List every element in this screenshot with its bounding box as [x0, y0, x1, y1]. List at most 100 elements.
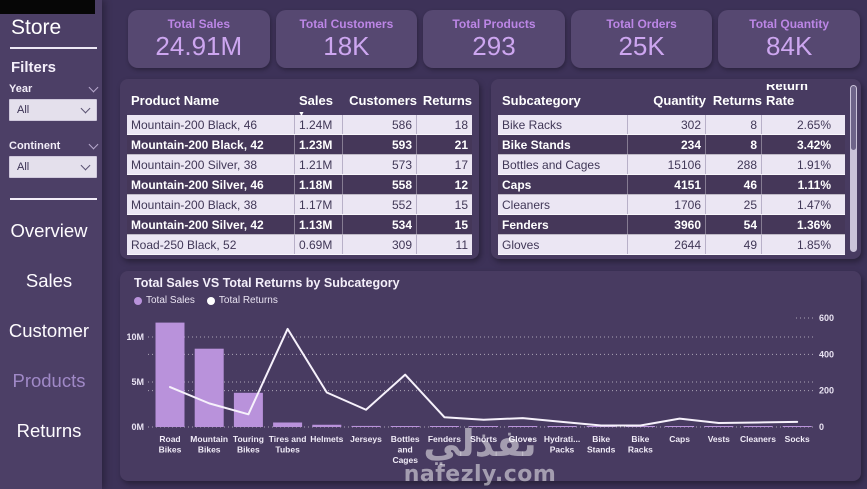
sidebar-item-sales[interactable]: Sales [25, 270, 73, 291]
bar-vests[interactable] [704, 426, 734, 427]
table-cell: 586 [343, 115, 417, 134]
table-row[interactable]: Bike Racks 302 8 2.65% [498, 115, 845, 135]
kpi-title: Total Sales [167, 17, 231, 31]
column-header-quantity[interactable]: Quantity [628, 84, 706, 110]
table-cell: 4151 [628, 175, 706, 194]
bar-fenders[interactable] [429, 426, 459, 427]
kpi-card-total-sales[interactable]: Total Sales 24.91M [128, 10, 270, 68]
legend-item-total-returns[interactable]: Total Returns [206, 295, 278, 306]
x-axis-label-jerseys: Jerseys [350, 434, 382, 444]
sidebar-item-customer[interactable]: Customer [8, 320, 90, 341]
table-cell: 558 [343, 175, 417, 194]
column-header-subcategory[interactable]: Subcategory [498, 84, 628, 110]
table-row[interactable]: Mountain-200 Black, 42 1.23M 593 21 [127, 135, 472, 155]
table-row[interactable]: Road-250 Black, 52 0.69M 309 11 [127, 235, 472, 255]
column-header-product-name[interactable]: Product Name [127, 84, 295, 110]
column-header-label: Return Rate [766, 84, 808, 108]
table-cell: 534 [343, 215, 417, 234]
scrollbar-track[interactable] [850, 85, 857, 252]
continent-filter-dropdown[interactable]: All [9, 156, 97, 178]
table-row[interactable]: Bottles and Cages 15106 288 1.91% [498, 155, 845, 175]
table-cell: 1.21M [295, 155, 343, 174]
chart-legend: Total Sales Total Returns [134, 295, 278, 306]
x-axis-label-bottles-and-cages: Bottles and Cages [391, 434, 420, 465]
table-row[interactable]: Mountain-200 Black, 46 1.24M 586 18 [127, 115, 472, 135]
total-sales-dot-icon [134, 296, 142, 305]
table-cell: 15 [454, 197, 468, 212]
table-row[interactable]: Mountain-200 Silver, 46 1.18M 558 12 [127, 175, 472, 195]
table-row[interactable]: Bike Stands 234 8 3.42% [498, 135, 845, 155]
bar-cleaners[interactable] [743, 426, 773, 427]
table-cell: 25 [706, 195, 762, 214]
column-header-return-rate[interactable]: Return Rate [762, 84, 835, 110]
bar-mountain-bikes[interactable] [194, 348, 224, 427]
kpi-value: 24.91M [155, 31, 243, 61]
column-header-customers[interactable]: Customers [343, 84, 417, 110]
bar-jerseys[interactable] [351, 425, 381, 427]
table-cell: 234 [628, 135, 706, 154]
x-axis-label-tires-and-tubes: Tires and Tubes [269, 434, 307, 455]
year-filter-dropdown[interactable]: All [9, 99, 97, 121]
x-axis-label-bike-racks: Bike Racks [628, 434, 653, 455]
table-cell: Caps [498, 175, 628, 194]
x-axis-label-caps: Caps [669, 434, 690, 444]
bar-hydration-packs[interactable] [547, 426, 577, 427]
kpi-card-total-orders[interactable]: Total Orders 25K [570, 10, 713, 68]
table-cell: 17 [454, 157, 468, 172]
x-axis-label-cleaners: Cleaners [740, 434, 776, 444]
kpi-title: Total Customers [299, 17, 394, 31]
kpi-title: Total Products [452, 17, 536, 31]
table-cell: Bike Stands [498, 135, 628, 154]
table-row[interactable]: Caps 4151 46 1.11% [498, 175, 845, 195]
column-header-label: Quantity [653, 93, 706, 108]
legend-item-total-sales[interactable]: Total Sales [134, 295, 195, 306]
column-header-returns[interactable]: Returns [706, 84, 762, 110]
table-cell: 1.24M [295, 115, 343, 134]
bar-caps[interactable] [665, 426, 695, 427]
bar-road-bikes[interactable] [155, 322, 185, 427]
table-row[interactable]: Mountain-200 Silver, 38 1.21M 573 17 [127, 155, 472, 175]
table-cell: Mountain-200 Silver, 46 [127, 175, 295, 194]
table-row[interactable]: Gloves 2644 49 1.85% [498, 235, 845, 255]
kpi-value: 18K [323, 31, 370, 61]
table-row[interactable]: Mountain-200 Black, 38 1.17M 552 15 [127, 195, 472, 215]
table-cell: 1.85% [796, 237, 831, 252]
table-cell: Fenders [498, 215, 628, 234]
kpi-card-total-quantity[interactable]: Total Quantity 84K [718, 10, 860, 68]
x-axis-label-road-bikes: Road Bikes [159, 434, 182, 455]
sidebar-item-returns[interactable]: Returns [16, 420, 82, 441]
table-row[interactable]: Mountain-200 Silver, 42 1.13M 534 15 [127, 215, 472, 235]
collapse-chevron-icon[interactable] [88, 139, 99, 149]
table-cell: 2644 [628, 235, 706, 254]
sidebar-item-products[interactable]: Products [12, 370, 86, 391]
bar-touring-bikes[interactable] [233, 392, 263, 427]
bar-shorts[interactable] [469, 426, 499, 427]
table-cell: 54 [706, 215, 762, 234]
year-filter-value: All [17, 104, 30, 116]
table-cell: 3960 [628, 215, 706, 234]
collapse-chevron-icon[interactable] [88, 82, 99, 92]
column-header-label: Subcategory [502, 93, 581, 108]
column-header-label: Product Name [131, 93, 220, 108]
table-row[interactable]: Cleaners 1706 25 1.47% [498, 195, 845, 215]
bar-bottles-and-cages[interactable] [390, 426, 420, 427]
table-row[interactable]: Fenders 3960 54 1.36% [498, 215, 845, 235]
title-divider [10, 47, 97, 49]
bar-tires-and-tubes[interactable] [273, 422, 303, 428]
table-cell: Bike Racks [498, 115, 628, 134]
kpi-card-total-customers[interactable]: Total Customers 18K [275, 10, 418, 68]
table-cell: 1.36% [796, 217, 831, 232]
scrollbar-thumb[interactable] [851, 86, 856, 150]
bar-helmets[interactable] [312, 424, 342, 427]
bar-gloves[interactable] [508, 426, 538, 427]
sidebar-item-overview[interactable]: Overview [10, 220, 88, 241]
column-header-sales[interactable]: Sales ▼ [295, 84, 343, 118]
subcategory-table-panel: Subcategory Quantity Returns Return Rate Bik… [491, 79, 861, 259]
table-cell: 0.69M [295, 235, 343, 254]
kpi-card-total-products[interactable]: Total Products 293 [423, 10, 565, 68]
x-axis-label-fenders: Fenders [428, 434, 461, 444]
right-axis-tick-label: 200 [819, 386, 834, 396]
bar-socks[interactable] [782, 426, 812, 427]
column-header-returns[interactable]: Returns [417, 84, 472, 110]
table-cell: 1.47% [796, 197, 831, 212]
